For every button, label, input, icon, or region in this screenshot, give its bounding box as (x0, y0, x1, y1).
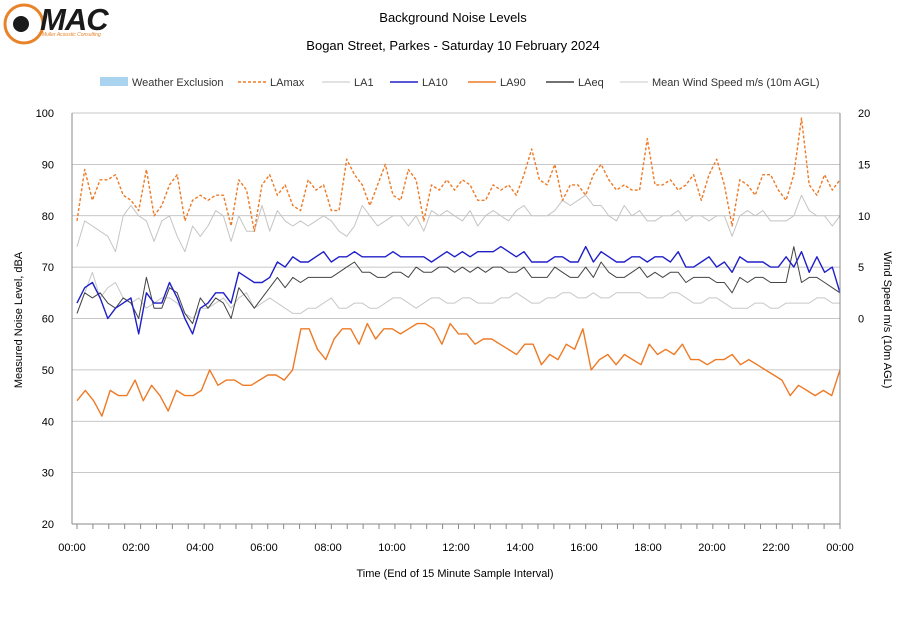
y2-tick-label: 0 (858, 314, 864, 326)
legend-label: LA1 (354, 77, 374, 89)
series-lamax-line (76, 117, 841, 232)
series-la10-line (76, 245, 841, 335)
y-tick-label: 80 (42, 211, 54, 223)
series-la90-line (76, 322, 841, 417)
x-tick-label: 02:00 (122, 542, 150, 554)
y-axis-label: Measured Noise Level, dBA (13, 251, 25, 388)
grid: 20 30 40 50 60 70 80 90 100 0 5 10 15 20 (36, 108, 871, 531)
y-tick-label: 40 (42, 416, 54, 428)
y2-tick-label: 10 (858, 211, 870, 223)
logo-text: MAC (40, 2, 109, 37)
x-tick-label: 10:00 (378, 542, 406, 554)
y2-axis-label: Wind Speed m/s (10m AGL) (881, 252, 893, 389)
legend: Weather Exclusion LAmax LA1 LA10 LA90 LAeq Mea… (100, 77, 820, 89)
legend-label: Mean Wind Speed m/s (10m AGL) (652, 77, 820, 89)
y2-tick-label: 15 (858, 159, 870, 171)
legend-swatch-weather-exclusion (100, 77, 128, 86)
x-tick-label: 08:00 (314, 542, 342, 554)
x-tick-label: 04:00 (186, 542, 214, 554)
y-tick-label: 20 (42, 519, 54, 531)
y-tick-label: 70 (42, 262, 54, 274)
legend-label: LAeq (578, 77, 604, 89)
series-mean-line (76, 271, 840, 319)
legend-label: LAmax (270, 77, 305, 89)
series-layer (76, 117, 841, 417)
x-tick-label: 22:00 (762, 542, 790, 554)
x-tick-label: 14:00 (506, 542, 534, 554)
y2-tick-label: 20 (858, 108, 870, 120)
y-tick-label: 30 (42, 468, 54, 480)
y-tick-label: 50 (42, 365, 54, 377)
chart-subtitle: Bogan Street, Parkes - Saturday 10 Febru… (306, 38, 599, 53)
legend-label: Weather Exclusion (132, 77, 224, 89)
x-tick-label: 00:00 (826, 542, 854, 554)
y-tick-label: 60 (42, 314, 54, 326)
x-tick-label: 18:00 (634, 542, 662, 554)
mac-logo: MAC Muller Acoustic Consulting (2, 2, 122, 46)
series-la1-line (76, 194, 841, 253)
x-tick-label: 16:00 (570, 542, 598, 554)
logo-ring-icon (3, 3, 45, 45)
legend-label: LA10 (422, 77, 448, 89)
x-tick-label: 12:00 (442, 542, 470, 554)
series-laeq-line (76, 246, 841, 325)
y-tick-label: 90 (42, 159, 54, 171)
x-tick-label: 20:00 (698, 542, 726, 554)
x-axis-label: Time (End of 15 Minute Sample Interval) (356, 568, 553, 580)
x-tick-label: 00:00 (58, 542, 86, 554)
x-tick-label: 06:00 (250, 542, 278, 554)
y-tick-label: 100 (36, 108, 54, 120)
legend-label: LA90 (500, 77, 526, 89)
y2-tick-label: 5 (858, 262, 864, 274)
axes: 00:00 02:00 04:00 06:00 08:00 10:00 12:00 14:00… (58, 113, 854, 554)
logo-subtitle: Muller Acoustic Consulting (42, 32, 101, 38)
chart-title: Background Noise Levels (379, 10, 527, 25)
